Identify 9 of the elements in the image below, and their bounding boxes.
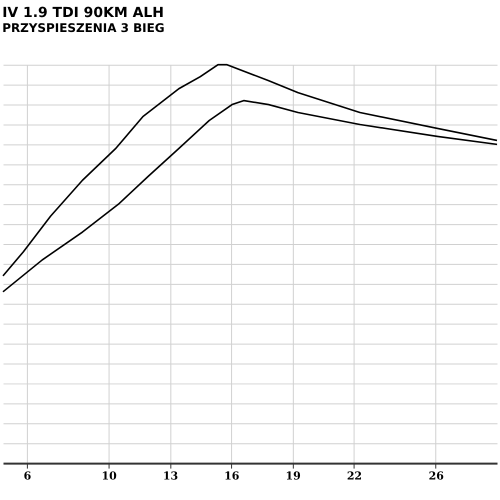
x-tick-label: 16 <box>224 470 240 483</box>
chart-subtitle: PRZYSPIESZENIA 3 BIEG <box>2 21 165 36</box>
chart-title: IV 1.9 TDI 90KM ALH <box>2 5 164 22</box>
x-tick-label: 10 <box>102 470 118 483</box>
x-tick-label: 26 <box>428 470 444 483</box>
x-tick-label: 6 <box>24 470 32 483</box>
x-tick-label: 13 <box>162 470 178 483</box>
x-tick-label: 19 <box>285 470 301 483</box>
x-tick-label: 22 <box>346 470 362 483</box>
